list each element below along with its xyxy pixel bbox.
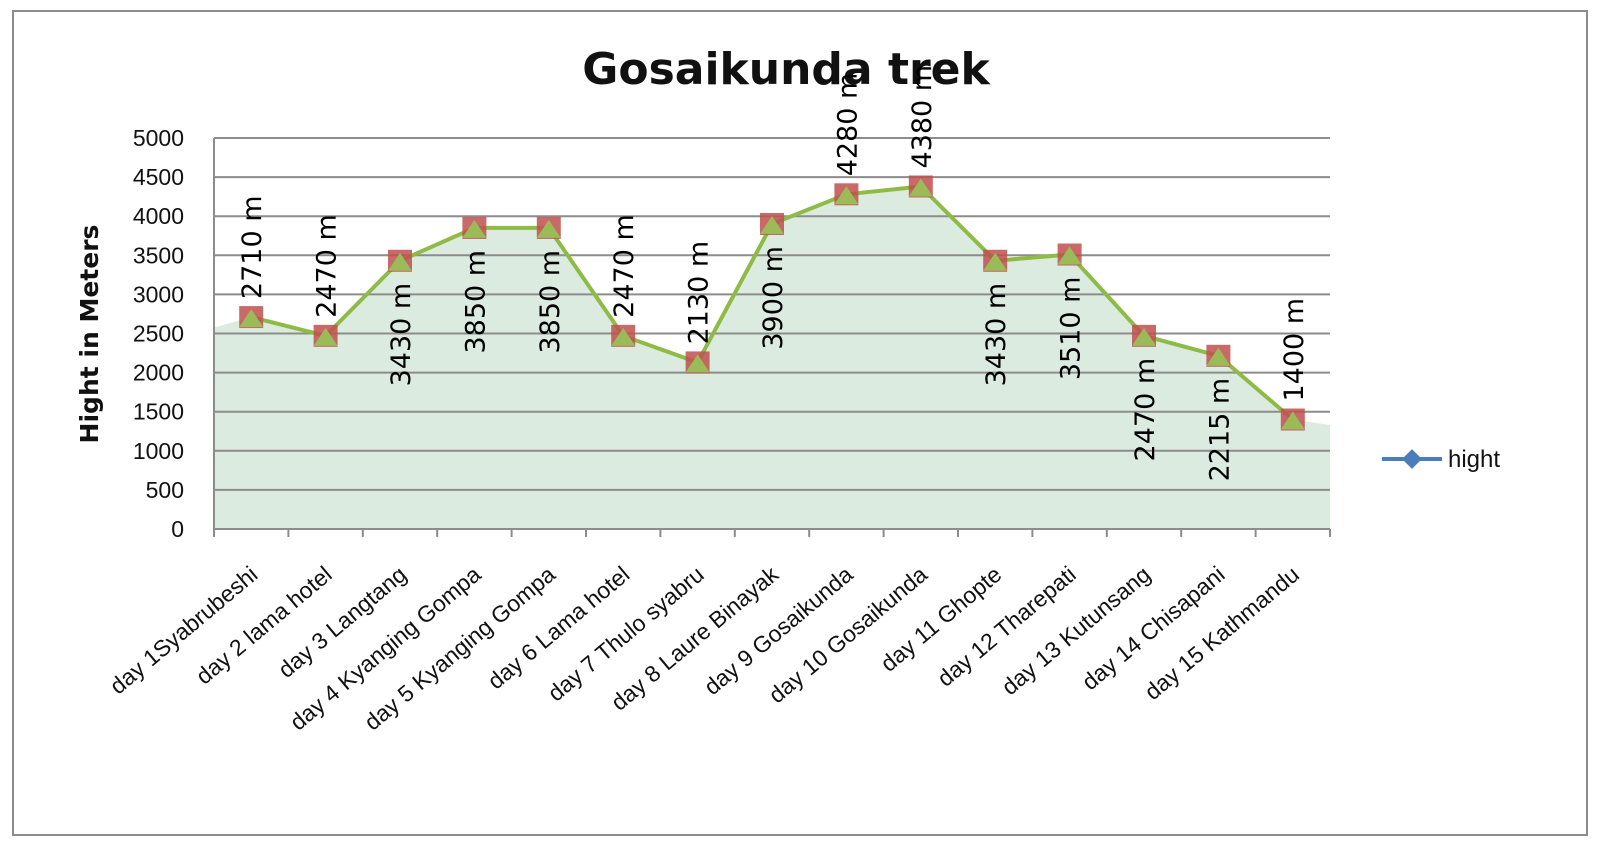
y-tick-label: 2000 (133, 360, 184, 386)
data-label: 4380 m (907, 65, 938, 169)
data-point-triangle (313, 327, 338, 346)
y-tick-label: 4000 (133, 203, 184, 229)
data-label: 2130 m (684, 241, 715, 345)
data-label: 3510 m (1056, 277, 1087, 381)
data-label: 2710 m (237, 195, 268, 299)
data-point-triangle (983, 252, 1008, 271)
data-point-triangle (1280, 411, 1305, 430)
data-point-triangle (611, 327, 636, 346)
legend-marker (1402, 449, 1422, 469)
data-point-triangle (908, 178, 933, 197)
data-label: 3430 m (981, 283, 1012, 387)
y-tick-label: 5000 (133, 125, 184, 151)
y-tick-label: 2500 (133, 321, 184, 347)
y-tick-label: 0 (171, 516, 184, 542)
y-tick-label: 4500 (133, 164, 184, 190)
data-label: 3430 m (386, 283, 417, 387)
data-point-triangle (1132, 327, 1156, 346)
y-axis-label: Hight in Meters (75, 225, 104, 444)
x-tick-label: day 2 lama hotel (191, 561, 337, 689)
y-tick-label: 3000 (133, 281, 184, 307)
area-fill (214, 186, 1330, 529)
data-label: 3900 m (758, 246, 789, 350)
data-point-triangle (1206, 347, 1231, 366)
chart-title: Gosaikunda trek (582, 44, 991, 95)
data-point-triangle (760, 216, 784, 235)
chart-frame: Gosaikunda trek Hight in Meters 0 500 1000… (12, 10, 1588, 836)
data-label: 1400 m (1279, 298, 1310, 402)
x-tick-label: day 3 Langtang (273, 561, 411, 683)
data-point-triangle (239, 309, 264, 328)
data-point-triangle (462, 219, 487, 238)
legend-label: hight (1448, 446, 1500, 473)
data-label: 2470 m (609, 214, 640, 318)
y-tick-label: 1500 (133, 399, 184, 425)
data-label: 3850 m (460, 250, 491, 354)
y-tick-label: 1000 (133, 438, 184, 464)
data-point-triangle (388, 252, 412, 271)
data-label: 2470 m (312, 214, 343, 318)
line-chart: Gosaikunda trek Hight in Meters 0 500 1000… (75, 44, 1500, 735)
data-point-triangle (834, 186, 859, 205)
data-label: 3850 m (535, 250, 566, 354)
data-point-triangle (536, 219, 561, 238)
legend: hight (1382, 446, 1500, 473)
data-point-triangle (685, 354, 710, 373)
data-label: 4280 m (832, 73, 863, 177)
data-label: 2470 m (1130, 358, 1161, 462)
y-tick-label: 3500 (133, 242, 184, 268)
y-tick-label: 500 (146, 477, 184, 503)
data-point-triangle (1057, 246, 1082, 265)
data-label: 2215 m (1204, 378, 1235, 482)
